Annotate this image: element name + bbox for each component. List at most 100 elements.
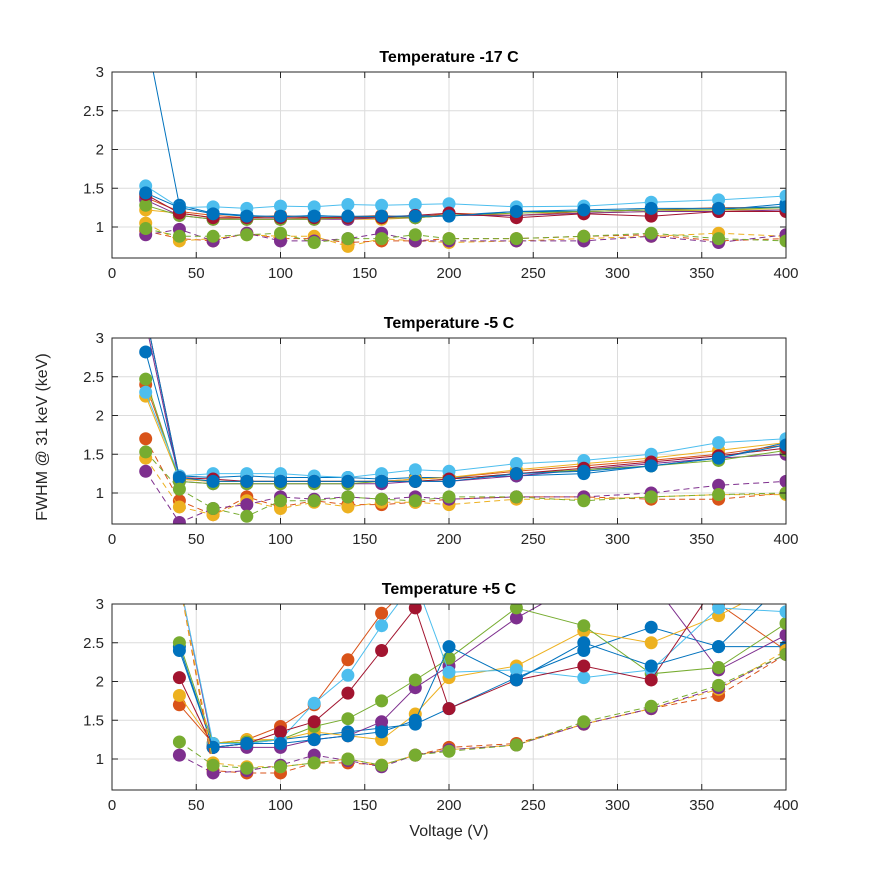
data-point xyxy=(206,474,220,488)
data-point xyxy=(240,509,254,523)
data-point xyxy=(779,628,786,642)
data-point xyxy=(712,678,726,692)
panel-title: Temperature +5 C xyxy=(382,581,517,598)
data-point xyxy=(240,761,254,775)
data-point xyxy=(442,702,456,716)
series-line xyxy=(145,471,786,524)
data-point xyxy=(408,673,422,687)
data-point xyxy=(172,644,186,657)
data-point xyxy=(139,345,153,359)
panel-temp-minus-5: Temperature -5 C 0 50 100 150 200 250 300 350 40… xyxy=(83,315,798,548)
y-tick-label: 1 xyxy=(96,485,104,502)
data-point xyxy=(712,436,726,450)
data-point xyxy=(408,713,422,727)
x-axis-label: Voltage (V) xyxy=(409,823,488,840)
data-point xyxy=(509,663,523,677)
data-point xyxy=(139,372,153,386)
data-point xyxy=(206,502,220,515)
panel-temp-plus-5: Temperature +5 C 0 50 100 150 200 250 300 350 40… xyxy=(83,581,798,814)
data-point xyxy=(577,659,591,673)
data-point xyxy=(375,644,389,657)
data-point xyxy=(172,748,186,762)
data-point xyxy=(172,671,186,685)
data-point xyxy=(408,474,422,488)
data-point xyxy=(172,471,186,484)
x-tick-label: 0 xyxy=(108,265,116,282)
y-tick-label: 2 xyxy=(96,408,104,425)
data-point xyxy=(172,482,186,496)
x-tick-label: 300 xyxy=(605,265,630,282)
data-point xyxy=(172,201,186,215)
x-tick-label: 200 xyxy=(436,531,461,548)
data-point xyxy=(509,490,523,504)
series-s8 xyxy=(172,604,763,754)
data-point xyxy=(172,500,186,514)
data-point xyxy=(577,464,591,478)
data-point xyxy=(577,671,591,685)
x-tick-label: 50 xyxy=(188,531,205,548)
series-line xyxy=(145,228,786,244)
data-point xyxy=(779,474,786,488)
x-tick-label: 150 xyxy=(352,265,377,282)
series-s8 xyxy=(149,338,786,488)
data-point xyxy=(442,640,456,654)
x-tick-label: 50 xyxy=(188,797,205,814)
data-point xyxy=(779,647,786,661)
data-point xyxy=(644,659,658,673)
data-point xyxy=(307,715,321,729)
data-point xyxy=(577,636,591,650)
y-tick-label: 1.5 xyxy=(83,180,104,197)
x-tick-label: 0 xyxy=(108,531,116,548)
data-point xyxy=(509,457,523,471)
data-point xyxy=(341,474,355,488)
series-line xyxy=(179,653,786,774)
data-point xyxy=(442,474,456,488)
data-point xyxy=(509,611,523,625)
x-tick-label: 400 xyxy=(773,265,798,282)
y-tick-label: 2.5 xyxy=(83,635,104,652)
data-point xyxy=(274,199,287,213)
data-point xyxy=(172,735,186,749)
data-point xyxy=(341,653,355,667)
data-point xyxy=(274,760,287,774)
data-point xyxy=(712,201,726,215)
x-tick-label: 200 xyxy=(436,265,461,282)
data-point xyxy=(442,665,456,679)
data-point xyxy=(274,226,287,240)
data-point xyxy=(509,205,523,218)
x-tick-label: 200 xyxy=(436,797,461,814)
data-point xyxy=(712,451,726,465)
x-tick-label: 400 xyxy=(773,797,798,814)
data-point xyxy=(509,467,523,481)
data-point xyxy=(375,492,389,506)
y-tick-label: 3 xyxy=(96,64,104,81)
plot-area xyxy=(172,604,786,780)
x-tick-label: 300 xyxy=(605,797,630,814)
data-point xyxy=(375,725,389,739)
data-point xyxy=(644,636,658,650)
panel-title: Temperature -5 C xyxy=(384,315,515,332)
y-tick-label: 1.5 xyxy=(83,712,104,729)
y-tick-label: 1 xyxy=(96,219,104,236)
x-tick-label: 100 xyxy=(268,265,293,282)
x-tick-label: 300 xyxy=(605,531,630,548)
ticks: 0 50 100 150 200 250 300 350 400 1 1.5 2 2.5 3 xyxy=(83,596,798,814)
data-point xyxy=(375,209,389,223)
data-point xyxy=(375,198,389,212)
data-point xyxy=(307,474,321,488)
y-tick-label: 3 xyxy=(96,596,104,613)
data-point xyxy=(240,498,254,512)
data-point xyxy=(206,207,220,221)
x-tick-label: 100 xyxy=(268,531,293,548)
data-point xyxy=(172,515,186,524)
data-point xyxy=(577,203,591,217)
y-tick-label: 2.5 xyxy=(83,103,104,120)
data-point xyxy=(712,488,726,502)
data-point xyxy=(509,673,523,687)
data-point xyxy=(206,758,220,772)
data-point xyxy=(408,604,422,615)
data-point xyxy=(375,758,389,772)
ticks: 0 50 100 150 200 250 300 350 400 1 1.5 2 2.5 3 xyxy=(83,330,798,548)
data-point xyxy=(577,229,591,243)
